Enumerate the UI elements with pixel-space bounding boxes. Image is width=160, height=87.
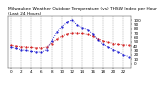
- Text: Milwaukee Weather Outdoor Temperature (vs) THSW Index per Hour (Last 24 Hours): Milwaukee Weather Outdoor Temperature (v…: [8, 7, 157, 16]
